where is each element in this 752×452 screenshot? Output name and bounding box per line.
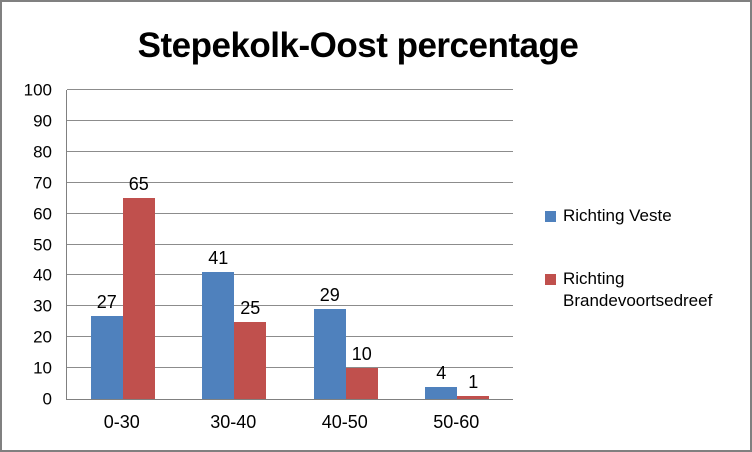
- bar-30-40-richting-veste: [202, 272, 235, 399]
- legend-swatch: [545, 274, 556, 285]
- data-label: 10: [351, 344, 372, 365]
- gridline: [67, 212, 513, 214]
- y-tick-label: 70: [33, 173, 52, 193]
- y-tick-label: 20: [33, 327, 52, 347]
- gridline: [67, 89, 513, 90]
- gridline: [67, 150, 513, 152]
- y-tick-label: 60: [33, 204, 52, 224]
- legend-item-richting-brandevoortsedreef: Richting Brandevoortsedreef: [545, 268, 727, 312]
- legend-item-richting-veste: Richting Veste: [545, 205, 727, 227]
- legend-label: Richting Brandevoortsedreef: [563, 269, 713, 310]
- data-label: 25: [240, 297, 261, 318]
- y-tick-label: 0: [42, 389, 52, 409]
- gridline: [67, 181, 513, 183]
- plot-area: 27 65 41 25 29 10 4 1: [66, 89, 513, 400]
- data-label: 4: [436, 362, 447, 383]
- data-label: 41: [208, 248, 229, 269]
- legend-swatch: [545, 211, 556, 222]
- gridline: [67, 119, 513, 121]
- bar-0-30-richting-brandevoortsedreef: [122, 198, 155, 399]
- data-label: 27: [96, 291, 117, 312]
- bar-0-30-richting-veste: [90, 315, 123, 399]
- chart-title: Stepekolk-Oost percentage: [137, 26, 579, 65]
- y-tick-label: 90: [33, 111, 52, 131]
- x-tick-label: 30-40: [210, 412, 257, 432]
- x-tick-label: 50-60: [433, 412, 480, 432]
- x-tick-label: 40-50: [321, 412, 368, 432]
- bar-40-50-richting-brandevoortsedreef: [345, 368, 378, 399]
- gridline: [67, 336, 513, 338]
- bar-30-40-richting-brandevoortsedreef: [234, 321, 267, 399]
- legend-label: Richting Veste: [563, 206, 672, 225]
- bar-40-50-richting-veste: [313, 309, 346, 399]
- y-tick-label: 50: [33, 235, 52, 254]
- bar-50-60-richting-brandevoortsedreef: [457, 395, 490, 399]
- gridline: [67, 305, 513, 307]
- bar-50-60-richting-veste: [425, 386, 458, 399]
- data-label: 1: [468, 371, 479, 392]
- x-tick-label: 0-30: [103, 412, 140, 432]
- data-label: 65: [128, 174, 149, 195]
- y-tick-label: 80: [33, 142, 52, 162]
- y-tick-label: 40: [33, 265, 52, 285]
- data-label: 29: [319, 285, 340, 306]
- y-tick-label: 30: [33, 296, 52, 316]
- y-tick-label: 10: [33, 358, 52, 378]
- gridline: [67, 367, 513, 369]
- y-tick-label: 100: [23, 80, 52, 100]
- legend: Richting Veste Richting Brandevoortsedree…: [545, 205, 727, 312]
- gridline: [67, 243, 513, 245]
- gridline: [67, 274, 513, 276]
